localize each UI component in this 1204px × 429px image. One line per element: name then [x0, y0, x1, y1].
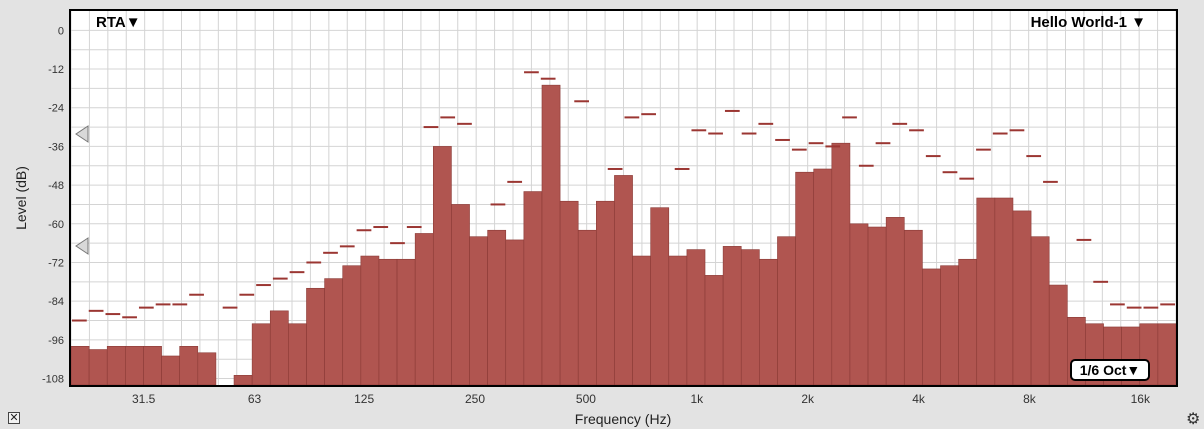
y-tick-label: 0: [58, 25, 64, 37]
y-tick-label: -12: [48, 64, 64, 76]
y-tick-label: -108: [42, 374, 64, 386]
y-axis-label: Level (dB): [13, 166, 29, 230]
gear-icon[interactable]: ⚙: [1186, 411, 1201, 428]
level-bar: [1030, 236, 1050, 386]
resolution-button[interactable]: 1/6 Oct▼: [1070, 359, 1150, 381]
level-bar: [342, 265, 362, 386]
level-bar: [849, 223, 869, 386]
x-tick-label: 250: [465, 392, 485, 406]
rta-menu-button[interactable]: RTA▼: [96, 14, 141, 31]
level-bar: [704, 275, 724, 386]
level-bar: [523, 191, 543, 386]
level-bar: [976, 197, 996, 386]
level-bar: [161, 355, 180, 386]
x-tick-label: 31.5: [132, 392, 156, 406]
y-tick-label: -36: [48, 141, 64, 153]
level-bar: [813, 168, 833, 386]
y-tick-label: -96: [48, 335, 64, 347]
level-bar: [722, 246, 742, 386]
x-tick-labels: 31.5 63 125 250 500 1k 2k 4k 8k 16k: [132, 392, 1151, 406]
level-bar: [306, 287, 325, 386]
level-bar: [922, 268, 941, 386]
x-tick-label: 63: [248, 392, 262, 406]
level-bar: [451, 204, 470, 386]
level-bar: [233, 375, 253, 386]
level-bar: [251, 323, 271, 386]
level-bar: [686, 249, 706, 386]
x-tick-label: 500: [576, 392, 596, 406]
level-bar: [414, 233, 434, 386]
level-bar: [1012, 210, 1032, 386]
level-bar: [378, 258, 398, 386]
level-bar: [469, 236, 488, 386]
level-bar: [179, 346, 199, 386]
level-bar: [487, 229, 507, 386]
x-tick-label: 125: [354, 392, 374, 406]
x-tick-label: 8k: [1023, 392, 1037, 406]
level-bar: [360, 255, 380, 386]
y-tick-label: -48: [48, 180, 64, 192]
level-bar: [269, 310, 289, 386]
level-bar: [795, 171, 815, 386]
level-bar: [668, 255, 688, 386]
level-bar: [1048, 284, 1068, 386]
level-bar: [632, 255, 651, 386]
level-bar: [143, 346, 162, 386]
level-bar: [1157, 323, 1177, 386]
peak-markers: [72, 71, 1175, 322]
level-bar: [559, 200, 579, 386]
level-bar: [125, 346, 144, 386]
level-bar: [197, 352, 217, 386]
level-bar: [541, 84, 561, 386]
level-bar: [958, 258, 978, 386]
level-bar: [324, 278, 344, 386]
level-bar: [885, 217, 905, 386]
level-bar: [614, 175, 633, 386]
level-bar: [650, 207, 670, 386]
level-bars: [70, 84, 1177, 386]
level-bar: [740, 249, 760, 386]
upper-threshold-handle-icon[interactable]: [75, 125, 89, 143]
level-bar: [831, 142, 851, 386]
close-icon[interactable]: ✕: [8, 412, 20, 424]
level-bar: [288, 323, 307, 386]
level-bar: [903, 229, 923, 386]
y-tick-label: -84: [48, 296, 64, 308]
x-tick-label: 16k: [1131, 392, 1151, 406]
level-bar: [396, 258, 416, 386]
level-bar: [432, 146, 452, 386]
level-bar: [70, 346, 90, 386]
level-bar: [106, 346, 126, 386]
x-axis-label: Frequency (Hz): [575, 411, 671, 427]
level-bar: [577, 229, 597, 386]
level-bar: [88, 349, 108, 386]
level-bar: [777, 236, 796, 386]
level-bar: [867, 226, 887, 386]
x-tick-label: 2k: [801, 392, 815, 406]
plot-border: [69, 9, 1178, 387]
x-tick-label: 4k: [912, 392, 926, 406]
level-bar: [994, 197, 1014, 386]
level-bar: [759, 258, 778, 386]
x-tick-label: 1k: [690, 392, 704, 406]
y-tick-label: -60: [48, 219, 64, 231]
y-tick-label: -72: [48, 257, 64, 269]
y-tick-labels: 0 -12 -24 -36 -48 -60 -72 -84 -96 -108: [42, 25, 64, 385]
y-tick-label: -24: [48, 103, 64, 115]
source-menu-button[interactable]: Hello World-1 ▼: [1030, 14, 1146, 31]
level-bar: [596, 200, 615, 386]
level-bar: [940, 265, 959, 386]
lower-threshold-handle-icon[interactable]: [75, 237, 89, 255]
level-bar: [505, 239, 525, 386]
